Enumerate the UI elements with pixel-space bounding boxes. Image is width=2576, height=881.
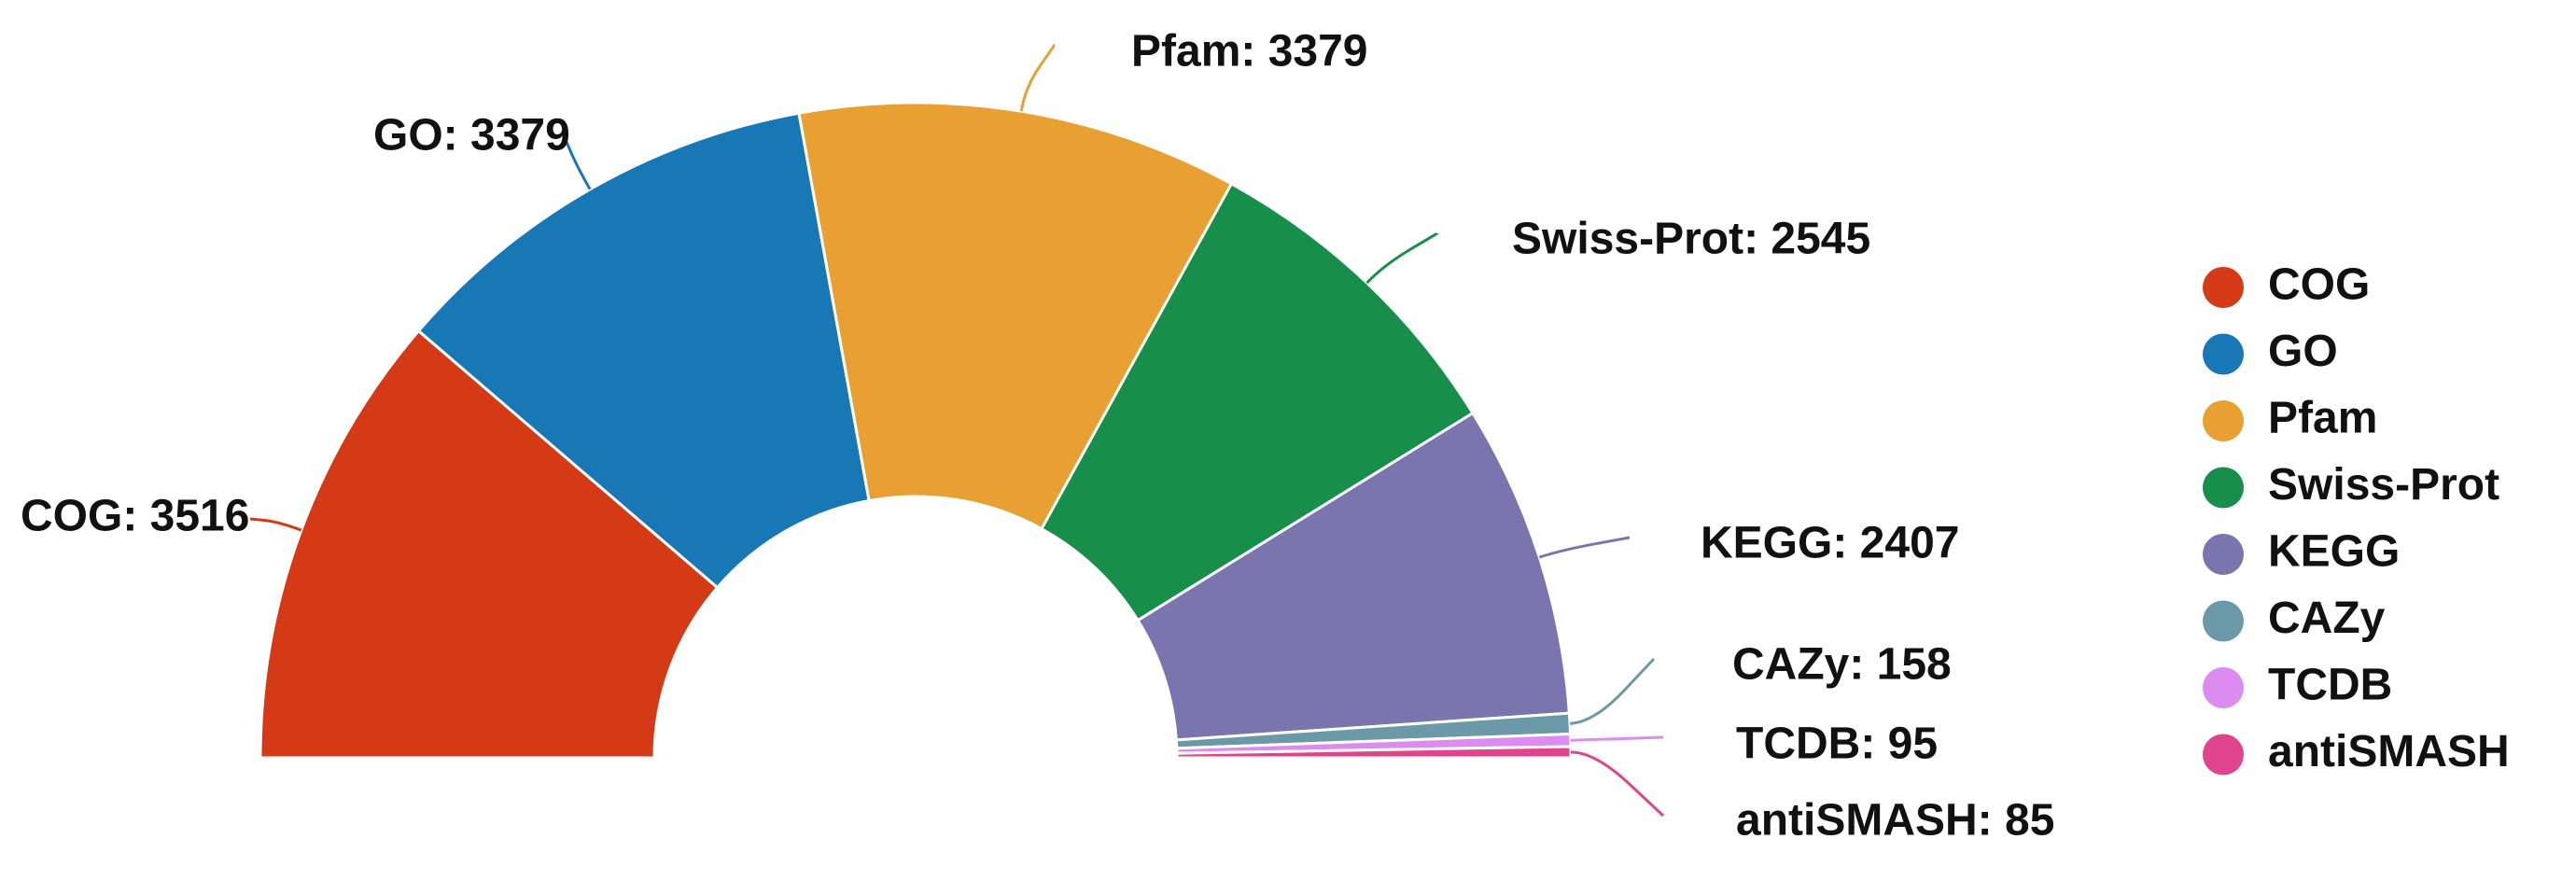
legend-marker-pfam (2203, 400, 2244, 441)
leader-line-antismash (1570, 750, 1665, 818)
leader-line-go (564, 139, 592, 190)
leader-line-tcdb (1570, 735, 1664, 742)
legend-label-kegg: KEGG (2268, 527, 2400, 577)
legend-marker-antismash (2203, 734, 2244, 776)
leader-line-swiss-prot (1365, 231, 1438, 285)
slice-go (416, 111, 871, 590)
data-label-kegg: KEGG: 2407 (1701, 519, 1959, 568)
data-label-go: GO: 3379 (373, 111, 570, 161)
slice-pfam (797, 101, 1234, 531)
data-label-pfam: Pfam: 3379 (1131, 27, 1367, 77)
legend-label-tcdb: TCDB (2268, 661, 2392, 710)
slice-cog (259, 329, 720, 760)
legend-label-antismash: antiSMASH (2268, 727, 2510, 776)
legend-marker-tcdb (2203, 667, 2244, 708)
data-label-cazy: CAZy: 158 (1732, 640, 1952, 690)
legend: COG GO Pfam Swiss-Prot KEGG CAZy TCDB antiSMASH (2203, 260, 2510, 776)
legend-label-go: GO (2268, 327, 2338, 376)
slices-group (259, 101, 1573, 760)
leader-lines-group (249, 43, 1665, 818)
data-label-tcdb: TCDB: 95 (1736, 720, 1938, 769)
leader-line-cog (249, 517, 302, 532)
legend-marker-cazy (2203, 600, 2244, 642)
leader-line-kegg (1538, 536, 1631, 559)
legend-label-cog: COG (2268, 260, 2370, 310)
slice-antismash (1175, 745, 1573, 760)
leader-line-pfam (1019, 43, 1057, 112)
data-label-antismash: antiSMASH: 85 (1736, 796, 2054, 846)
legend-label-cazy: CAZy (2268, 594, 2386, 643)
legend-marker-swiss-prot (2203, 467, 2244, 509)
slice-kegg (1136, 411, 1571, 742)
legend-marker-kegg (2203, 534, 2244, 575)
leader-line-cazy (1569, 657, 1656, 725)
slice-swiss-prot (1039, 181, 1476, 622)
data-label-cog: COG: 3516 (21, 492, 249, 541)
data-label-swiss-prot: Swiss-Prot: 2545 (1512, 215, 1870, 264)
legend-marker-cog (2203, 267, 2244, 308)
data-labels-group: COG: 3516 GO: 3379 Pfam: 3379 Swiss-Prot: 2… (21, 27, 2054, 846)
legend-label-pfam: Pfam (2268, 394, 2377, 443)
legend-marker-go (2203, 333, 2244, 375)
legend-label-swiss-prot: Swiss-Prot (2268, 460, 2499, 510)
